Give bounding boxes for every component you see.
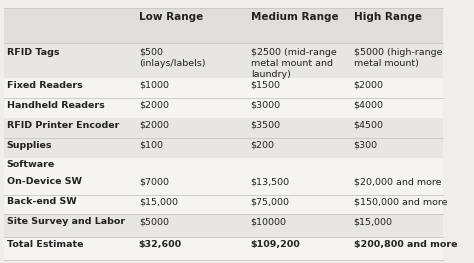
Text: $2000: $2000 xyxy=(139,121,169,130)
Text: $109,200: $109,200 xyxy=(251,240,301,249)
Text: RFID Printer Encoder: RFID Printer Encoder xyxy=(7,121,119,130)
Text: Medium Range: Medium Range xyxy=(251,12,338,22)
Text: Software: Software xyxy=(7,160,55,169)
Text: $32,600: $32,600 xyxy=(139,240,182,249)
Text: $2500 (mid-range
metal mount and
laundry): $2500 (mid-range metal mount and laundry… xyxy=(251,48,337,79)
Text: $5000 (high-range
metal mount): $5000 (high-range metal mount) xyxy=(354,48,442,68)
Text: $100: $100 xyxy=(139,140,163,150)
Text: $20,000 and more: $20,000 and more xyxy=(354,177,441,186)
Text: On-Device SW: On-Device SW xyxy=(7,177,82,186)
Bar xyxy=(4,138,443,158)
Text: $200: $200 xyxy=(251,140,274,150)
Text: Fixed Readers: Fixed Readers xyxy=(7,81,82,90)
Bar xyxy=(4,78,443,98)
Bar xyxy=(4,175,443,195)
Text: $2000: $2000 xyxy=(139,101,169,110)
Text: $2000: $2000 xyxy=(354,81,383,90)
Bar xyxy=(4,237,443,260)
Text: $10000: $10000 xyxy=(251,218,287,226)
Bar xyxy=(4,43,443,78)
Text: $7000: $7000 xyxy=(139,177,169,186)
Text: RFID Tags: RFID Tags xyxy=(7,48,59,57)
Text: $500
(inlays/labels): $500 (inlays/labels) xyxy=(139,48,205,68)
Bar xyxy=(4,158,443,175)
Text: $200,800 and more: $200,800 and more xyxy=(354,240,457,249)
Text: $15,000: $15,000 xyxy=(354,218,392,226)
Bar xyxy=(4,118,443,138)
Text: $1500: $1500 xyxy=(251,81,281,90)
Text: Supplies: Supplies xyxy=(7,140,52,150)
Text: Low Range: Low Range xyxy=(139,12,203,22)
Text: $3000: $3000 xyxy=(251,101,281,110)
Bar xyxy=(4,98,443,118)
Bar xyxy=(4,195,443,214)
Text: $3500: $3500 xyxy=(251,121,281,130)
Text: $13,500: $13,500 xyxy=(251,177,290,186)
Text: $4000: $4000 xyxy=(354,101,383,110)
Text: $15,000: $15,000 xyxy=(139,197,178,206)
Text: $1000: $1000 xyxy=(139,81,169,90)
Text: Total Estimate: Total Estimate xyxy=(7,240,83,249)
Text: $5000: $5000 xyxy=(139,218,169,226)
Text: $4500: $4500 xyxy=(354,121,383,130)
Text: $150,000 and more: $150,000 and more xyxy=(354,197,447,206)
Text: High Range: High Range xyxy=(354,12,422,22)
Text: $300: $300 xyxy=(354,140,378,150)
Text: $75,000: $75,000 xyxy=(251,197,290,206)
Bar xyxy=(4,8,443,43)
Bar xyxy=(4,214,443,237)
Text: Site Survey and Labor: Site Survey and Labor xyxy=(7,218,125,226)
Text: Back-end SW: Back-end SW xyxy=(7,197,76,206)
Text: Handheld Readers: Handheld Readers xyxy=(7,101,104,110)
